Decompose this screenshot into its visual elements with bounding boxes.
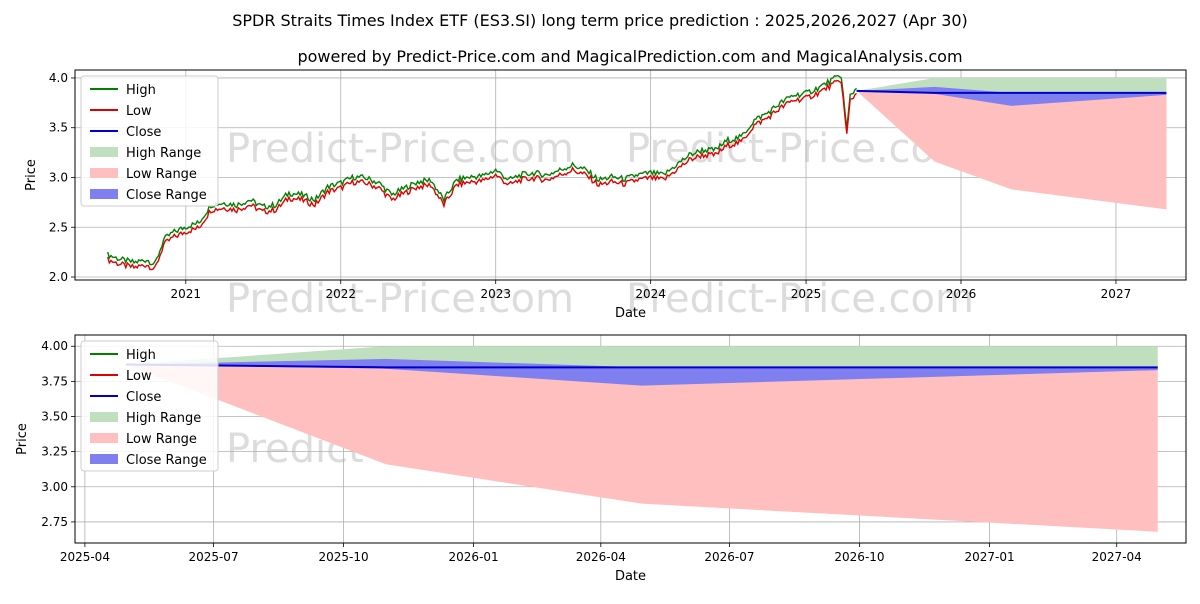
- x-tick-label: 2021: [171, 287, 202, 301]
- legend-label: Low: [126, 104, 152, 119]
- x-tick-label: 2025-04: [60, 550, 110, 564]
- x-tick-label: 2027-04: [1092, 550, 1142, 564]
- y-tick-label: 2.5: [49, 220, 68, 234]
- x-tick-label: 2025-07: [188, 550, 238, 564]
- x-axis-label: Date: [615, 306, 646, 321]
- legend-swatch: [90, 189, 118, 199]
- legend-swatch: [90, 168, 118, 178]
- low-range-band: [125, 364, 1158, 532]
- x-tick-label: 2025-10: [318, 550, 368, 564]
- legend-label: Low Range: [126, 432, 197, 447]
- y-tick-label: 3.5: [49, 121, 68, 135]
- chart-subtitle: powered by Predict-Price.com and Magical…: [297, 47, 962, 66]
- plot-frame: [74, 334, 1187, 544]
- y-tick-label: 3.50: [41, 410, 68, 424]
- close-range-band: [125, 358, 1158, 386]
- legend-swatch: [90, 147, 118, 157]
- y-tick-label: 2.75: [41, 515, 68, 529]
- y-tick-label: 3.00: [41, 480, 68, 494]
- legend-label: Low Range: [126, 167, 197, 182]
- x-tick-label: 2025: [791, 287, 822, 301]
- x-tick-label: 2024: [635, 287, 666, 301]
- legend-swatch: [90, 454, 118, 464]
- x-tick-label: 2027: [1101, 287, 1132, 301]
- y-axis-label: Price: [24, 159, 39, 191]
- legend-swatch: [90, 433, 118, 443]
- high-series-line: [107, 74, 858, 266]
- watermark-text: Predict-Price.com: [226, 276, 574, 322]
- y-tick-label: 4.0: [49, 71, 68, 85]
- legend-swatch: [90, 412, 118, 422]
- x-axis-label: Date: [615, 569, 646, 584]
- plot-area: [107, 74, 1167, 271]
- plot-frame: [74, 69, 1187, 281]
- legend-label: Close Range: [126, 188, 207, 203]
- y-axis-label: Price: [15, 423, 30, 455]
- close-series-line: [856, 89, 1167, 94]
- plot-area: [125, 346, 1158, 532]
- low-range-band: [856, 90, 1167, 210]
- legend-label: High: [126, 348, 156, 363]
- y-tick-label: 4.00: [41, 339, 68, 353]
- x-tick-label: 2026-01: [449, 550, 499, 564]
- y-tick-label: 3.25: [41, 445, 68, 459]
- legend-label: Close: [126, 125, 161, 140]
- top-panel: Predict-Price.com Predict-Price.com Predic…: [24, 69, 1187, 322]
- y-tick-label: 3.0: [49, 170, 68, 184]
- legend-label: Close Range: [126, 453, 207, 468]
- x-tick-label: 2027-01: [964, 550, 1014, 564]
- x-tick-label: 2026-07: [704, 550, 754, 564]
- watermark-text: Predict-Price.com: [226, 126, 574, 172]
- low-series-line: [107, 79, 858, 271]
- legend-label: High: [126, 83, 156, 98]
- legend-label: High Range: [126, 411, 201, 426]
- x-tick-label: 2022: [325, 287, 356, 301]
- close-series-line: [125, 363, 1158, 369]
- x-tick-label: 2026-10: [834, 550, 884, 564]
- x-tick-label: 2026: [946, 287, 977, 301]
- y-tick-label: 2.0: [49, 270, 68, 284]
- close-range-band: [856, 86, 1167, 106]
- x-tick-label: 2026-04: [576, 550, 626, 564]
- chart-title: SPDR Straits Times Index ETF (ES3.SI) lo…: [232, 11, 968, 30]
- bottom-panel: Predict-Price.comPredict-Price.com2025-0…: [15, 334, 1187, 584]
- legend-label: Close: [126, 390, 161, 405]
- y-tick-label: 3.75: [41, 374, 68, 388]
- watermark-text: Predict-Price.com: [626, 276, 974, 322]
- x-tick-label: 2023: [480, 287, 511, 301]
- legend-label: High Range: [126, 146, 201, 161]
- legend-label: Low: [126, 369, 152, 384]
